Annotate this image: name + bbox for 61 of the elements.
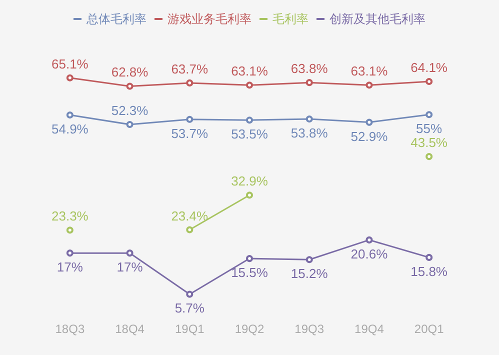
point [66,250,74,257]
point [426,254,433,261]
x-tick-label: 20Q1 [414,322,444,336]
point [186,116,194,123]
data-label: 53.7% [171,126,209,141]
data-label: 17% [116,260,144,275]
data-label: 23.3% [51,208,89,224]
point [306,256,313,264]
data-label: 53.8% [290,126,328,141]
data-label: 52.9% [350,128,388,144]
point [126,82,134,90]
point [366,118,373,126]
data-label: 15.2% [290,266,328,282]
data-label: 54.9% [51,122,89,137]
legend-label: 游戏业务毛利率 [168,12,252,26]
data-label: 53.5% [231,126,268,142]
point [426,111,433,118]
point [426,78,433,85]
point [126,250,134,257]
point [246,255,253,262]
x-tick-label: 18Q3 [55,322,85,336]
point [246,82,253,89]
data-label: 5.7% [174,300,205,316]
point [246,192,253,199]
data-label: 15.8% [410,264,448,279]
point [246,116,253,124]
data-label: 63.8% [290,61,328,76]
x-tick-label: 19Q1 [174,322,205,336]
point [66,112,74,119]
data-label: 43.5% [410,135,448,150]
point [66,74,74,82]
point [306,79,313,86]
data-label: 20.6% [350,246,388,262]
point [186,79,194,86]
point [186,226,194,234]
point [306,116,313,123]
legend-label: 总体毛利率 [86,12,146,26]
legend-label: 创新及其他毛利率 [330,12,426,26]
x-tick-label: 19Q3 [294,322,324,336]
legend-label: 毛利率 [272,12,308,26]
data-label: 63.7% [171,61,209,76]
data-label: 63.1% [231,64,268,79]
data-label: 65.1% [51,56,89,72]
data-label: 52.3% [111,102,149,118]
data-label: 32.9% [231,174,268,189]
data-label: 63.1% [350,64,388,79]
data-label: 62.8% [111,64,149,80]
x-tick-label: 19Q4 [354,322,384,336]
x-tick-label: 18Q4 [115,322,145,336]
x-tick-label: 19Q2 [234,322,264,336]
data-label: 17% [56,260,84,275]
data-label: 55% [416,121,443,136]
point [126,120,134,128]
data-label: 23.4% [171,208,209,224]
point [426,153,433,160]
point [366,82,373,89]
point [66,226,74,234]
data-label: 64.1% [410,60,448,75]
point [186,290,194,298]
data-label: 15.5% [231,265,268,280]
point [366,236,373,244]
